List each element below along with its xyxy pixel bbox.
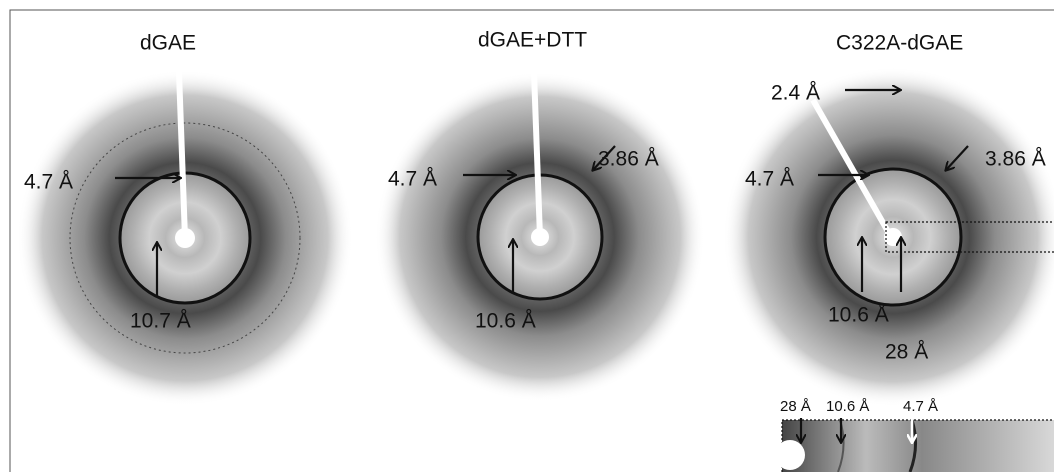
ring-label: 2.4 Å (771, 82, 820, 105)
inset (775, 420, 1054, 472)
ring-label: 3.86 Å (985, 148, 1046, 171)
pattern (17, 45, 353, 406)
ring-label: 3.86 Å (598, 148, 659, 171)
ring-label: 10.7 Å (130, 310, 191, 333)
pattern (375, 45, 705, 402)
figure: dGAE 4.7 Å 10.7 Å dGAE+DTT 4.7 Å 3.86 Å … (0, 0, 1054, 472)
panel-title: dGAE+DTT (478, 29, 587, 52)
inset-label: 28 Å (780, 398, 811, 415)
panel-title: C322A-dGAE (836, 32, 963, 55)
panel-title: dGAE (140, 32, 196, 55)
inset-label: 4.7 Å (903, 398, 938, 415)
ring-label: 4.7 Å (388, 168, 437, 191)
ring-label: 4.7 Å (745, 168, 794, 191)
ring-label: 4.7 Å (24, 171, 73, 194)
ring-label: 10.6 Å (828, 304, 889, 327)
inset-label: 10.6 Å (826, 398, 869, 415)
ring-label: 28 Å (885, 341, 928, 364)
ring-label: 10.6 Å (475, 310, 536, 333)
